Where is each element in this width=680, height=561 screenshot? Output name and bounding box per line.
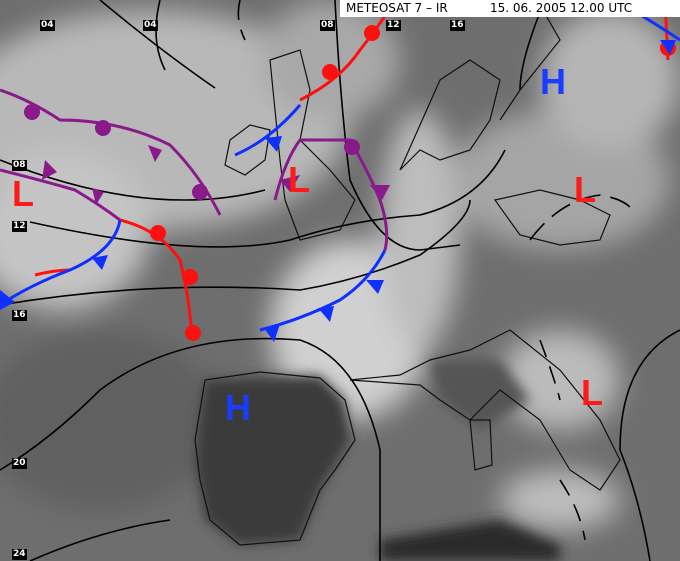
isobar-label: 12 xyxy=(386,20,401,31)
isobar-label: 08 xyxy=(12,160,27,171)
low-pressure-center: L xyxy=(12,173,34,214)
high-pressure-center: H xyxy=(540,61,566,102)
isobar-label: 16 xyxy=(450,20,465,31)
isobar-label: 12 xyxy=(12,221,27,232)
occluded-front xyxy=(0,88,390,251)
isobar-label: 08 xyxy=(320,20,335,31)
low-pressure-center: L xyxy=(288,159,310,200)
low-pressure-center: L xyxy=(574,169,596,210)
isobar-label: 16 xyxy=(12,310,27,321)
isobar-label: 04 xyxy=(143,20,158,31)
land-masses xyxy=(195,360,560,561)
cloud-cover xyxy=(0,0,680,530)
coastlines xyxy=(194,4,621,546)
high-pressure-center: H xyxy=(225,387,251,428)
isobar-label: 20 xyxy=(12,458,27,469)
cold-front xyxy=(0,0,680,342)
map-datetime: 15. 06. 2005 12.00 UTC xyxy=(490,1,633,15)
isobar-label: 24 xyxy=(12,549,27,560)
isobar-label: 04 xyxy=(40,20,55,31)
satellite-name: METEOSAT 7 – IR xyxy=(346,1,448,15)
low-pressure-center: L xyxy=(581,372,603,413)
map-title-bar: METEOSAT 7 – IR 15. 06. 2005 12.00 UTC xyxy=(340,0,680,17)
